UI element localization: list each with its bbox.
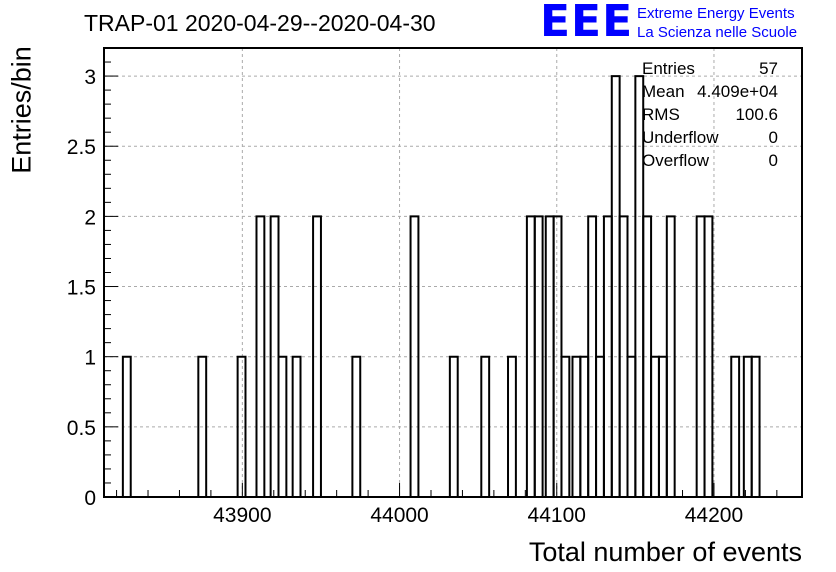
y-tick-label: 0.5 <box>67 417 96 440</box>
stats-row: Overflow 0 <box>642 151 778 171</box>
x-tick-label: 44000 <box>370 504 428 527</box>
chart-title: TRAP-01 2020-04-29--2020-04-30 <box>84 10 436 36</box>
stats-value: 4.409e+04 <box>697 82 778 101</box>
x-axis-ticks: 43900 44000 44100 44200 <box>116 483 778 527</box>
stats-row: Entries 57 <box>642 59 778 79</box>
stats-label: Overflow <box>642 151 710 170</box>
histogram-bin <box>277 355 288 497</box>
histogram-bin <box>703 215 714 497</box>
stats-value: 0 <box>768 151 778 170</box>
logo-tagline-1: Extreme Energy Events <box>637 5 795 22</box>
histogram-bin <box>351 355 362 497</box>
histogram-bin <box>533 215 544 497</box>
histogram-bin <box>730 355 741 497</box>
stats-label: RMS <box>642 105 680 124</box>
y-tick-label: 0 <box>84 487 96 510</box>
x-axis-label: Total number of events <box>528 537 802 567</box>
histogram-bin <box>236 355 247 497</box>
histogram-bin <box>291 355 302 497</box>
stats-label: Entries <box>642 59 695 78</box>
y-tick-label: 2 <box>84 206 96 229</box>
x-tick-label: 44100 <box>528 504 586 527</box>
histogram-bin <box>507 355 517 497</box>
y-tick-label: 3 <box>84 66 96 89</box>
logo-tagline-2: La Scienza nelle Scuole <box>637 24 798 41</box>
histogram-bin <box>121 355 132 497</box>
histogram-bin <box>448 355 459 497</box>
histogram-bins <box>121 75 761 497</box>
stats-row: Underflow 0 <box>642 128 778 148</box>
histogram-bin <box>750 355 761 497</box>
stats-row: Mean 4.409e+04 <box>642 82 778 102</box>
histogram-bin <box>409 215 420 497</box>
stats-row: RMS 100.6 <box>642 105 778 125</box>
y-tick-label: 2.5 <box>67 136 96 159</box>
histogram-bin <box>255 215 266 497</box>
y-tick-label: 1.5 <box>67 277 96 300</box>
y-axis-ticks: 0 0.5 1 1.5 2 2.5 3 <box>67 47 118 510</box>
stats-value: 100.6 <box>735 105 778 124</box>
stats-label: Underflow <box>642 128 719 147</box>
y-tick-label: 1 <box>84 347 96 370</box>
histogram-bin <box>312 215 322 497</box>
histogram-bin <box>560 355 571 497</box>
eee-logo-mark: EEE <box>540 0 634 47</box>
stats-label: Mean <box>642 82 685 101</box>
histogram-bin <box>665 215 676 497</box>
stats-value: 57 <box>759 59 778 78</box>
histogram-bin <box>480 355 491 497</box>
x-tick-label: 44200 <box>685 504 743 527</box>
x-tick-label: 43900 <box>213 504 271 527</box>
stats-value: 0 <box>768 128 778 147</box>
histogram-bin <box>197 355 208 497</box>
